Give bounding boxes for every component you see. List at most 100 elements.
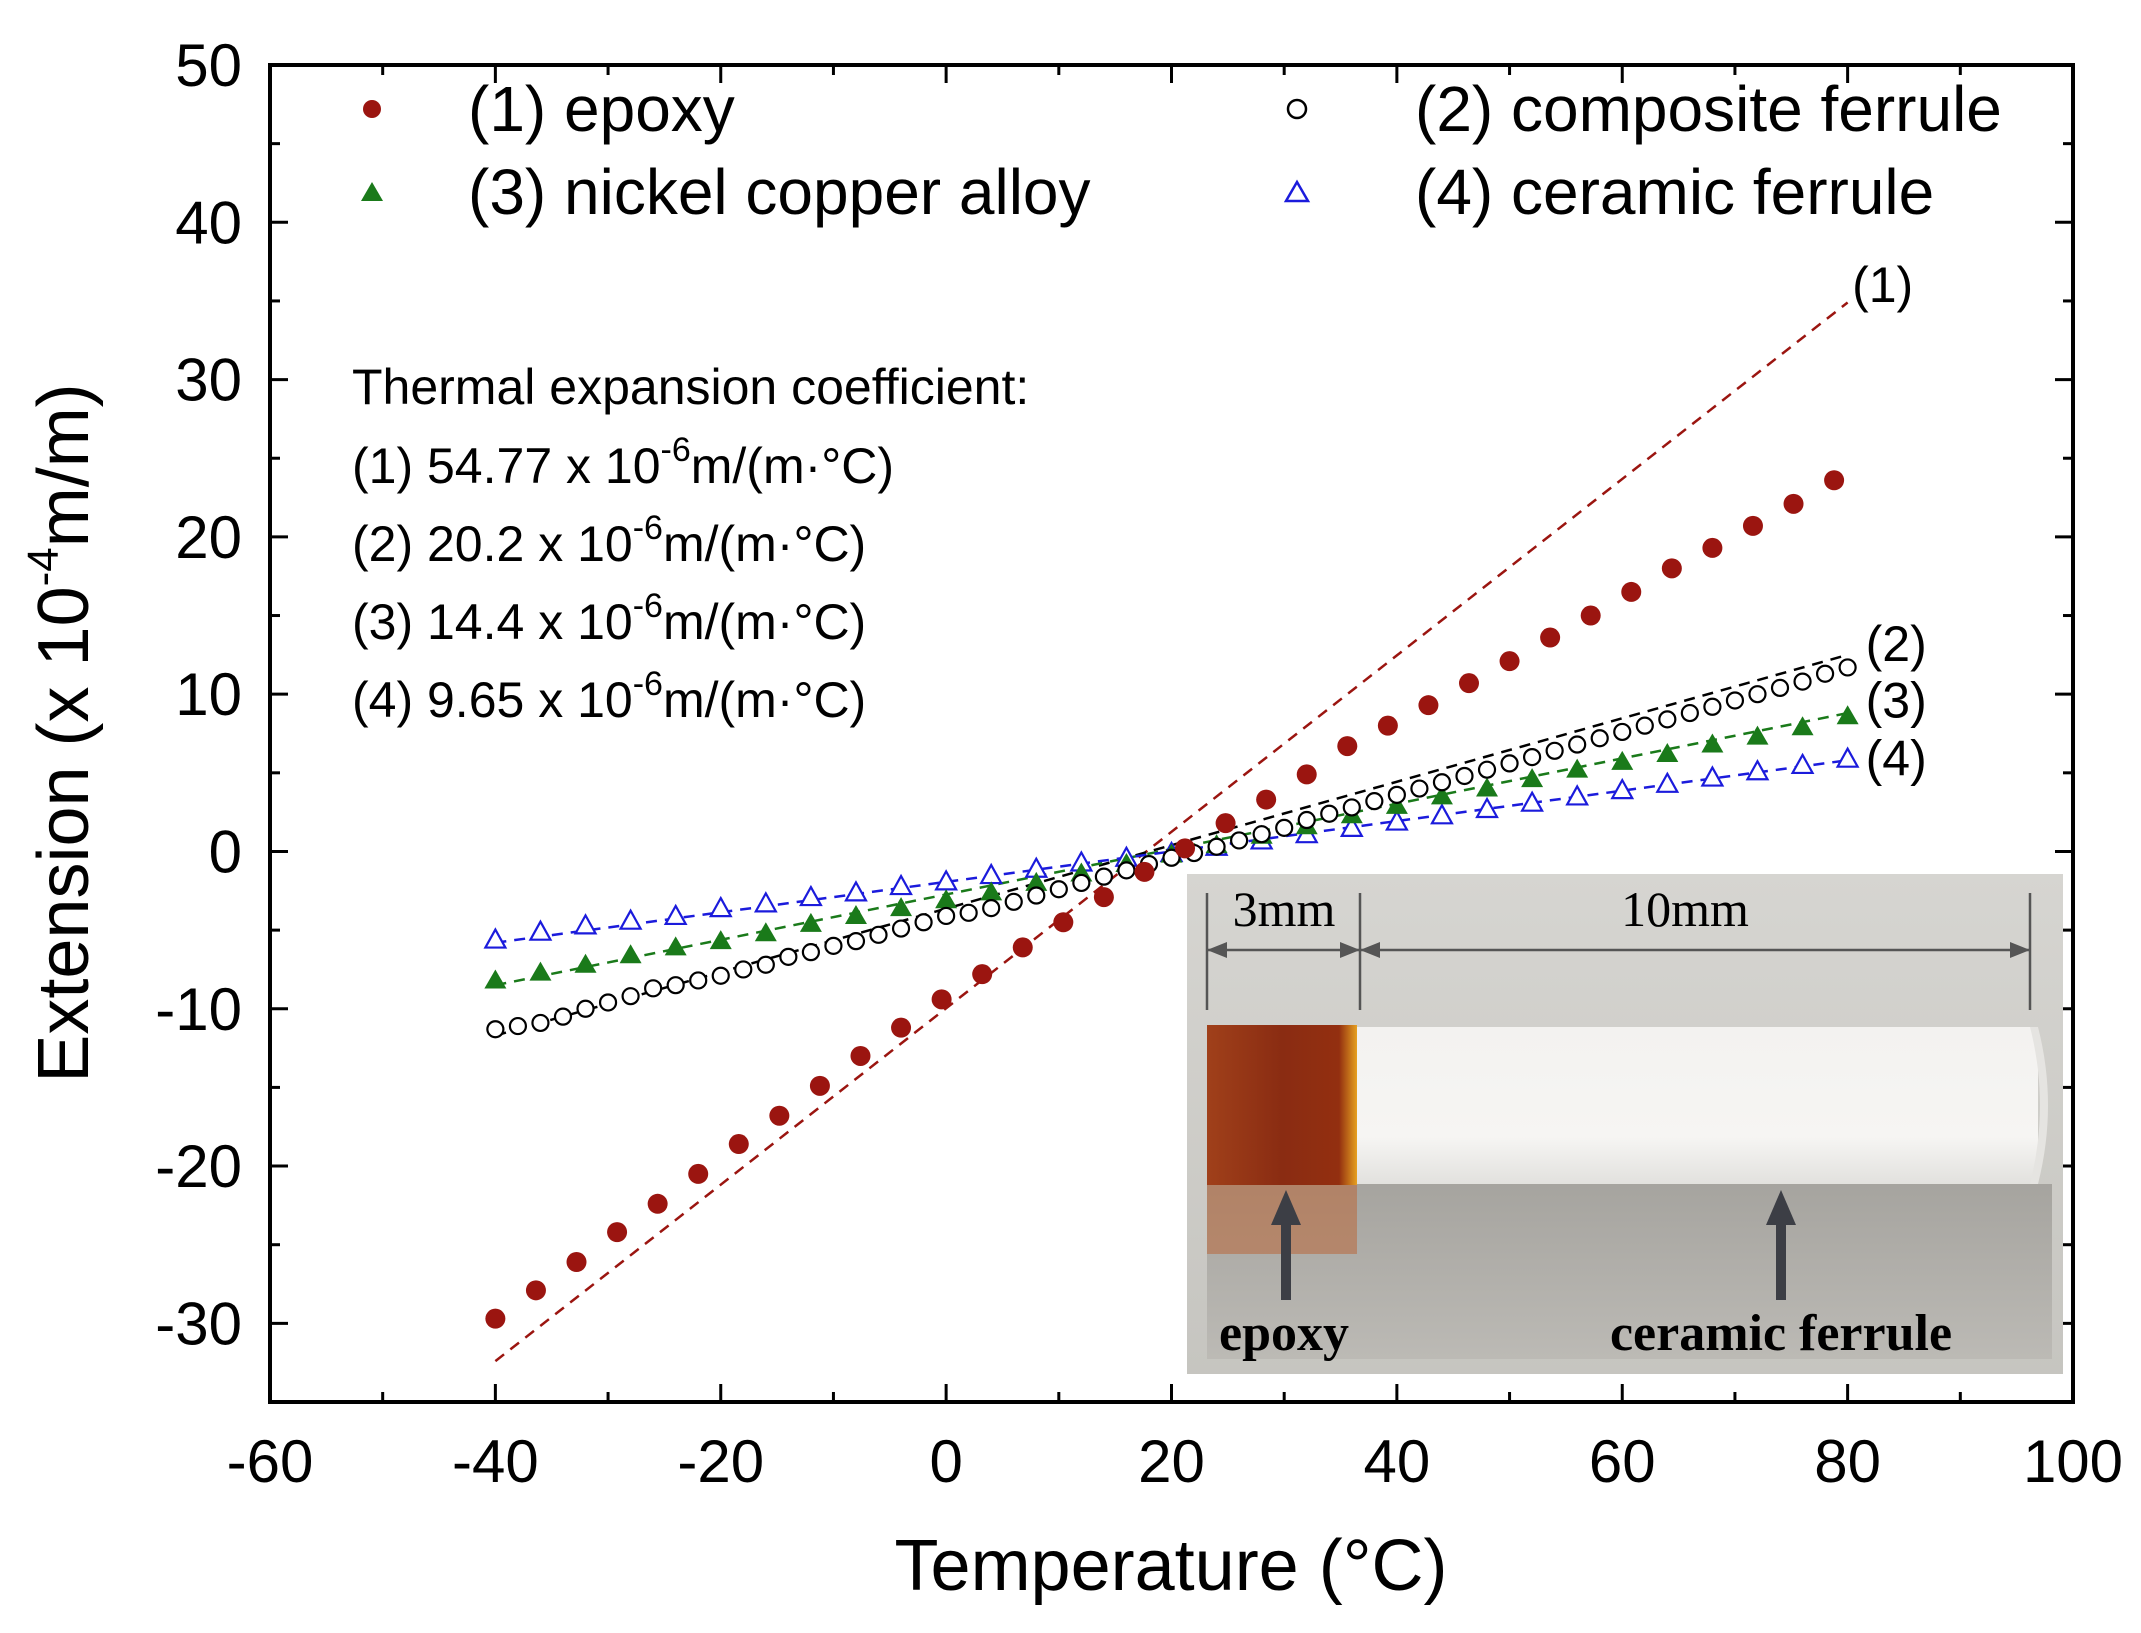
data-point-series-3 (1430, 785, 1453, 805)
y-axis-title-unit: m/m) (24, 383, 104, 547)
data-point-series-2 (1680, 703, 1699, 723)
data-point-series-3 (890, 897, 913, 917)
y-tick-label: -20 (155, 1133, 242, 1200)
data-point-series-2 (1545, 741, 1564, 760)
legend-marker-nickel-copper-alloy (361, 182, 383, 201)
data-point-series-3 (980, 881, 1003, 901)
data-point-series-1 (1621, 581, 1642, 602)
data-point-series-4 (1790, 752, 1815, 775)
dimension-arrowheads (1207, 942, 2030, 958)
x-tick-label: 60 (1589, 1428, 1656, 1495)
data-point-series-4 (889, 873, 913, 896)
data-point-series-1 (1093, 887, 1114, 908)
data-point-series-3 (484, 969, 507, 989)
data-point-series-2 (1770, 678, 1790, 697)
data-point-series-4 (844, 880, 868, 902)
data-point-series-2 (1658, 710, 1677, 729)
data-point-series-3 (1521, 768, 1544, 788)
ceramic-ferrule-body (1355, 1027, 2038, 1184)
series-end-labels: (1) (2)(3)(4) (1852, 257, 1927, 786)
data-point-series-1 (769, 1105, 790, 1126)
data-point-series-4 (979, 862, 1004, 885)
data-point-series-3 (935, 889, 958, 909)
data-point-series-1 (485, 1308, 506, 1329)
data-point-series-3 (1746, 725, 1769, 745)
data-point-series-2 (1027, 886, 1046, 905)
data-point-series-1 (1134, 861, 1155, 882)
data-point-series-4 (1700, 765, 1725, 787)
fit-line-series-1 (494, 301, 1849, 1363)
data-point-series-2 (1793, 672, 1812, 691)
coefficient-annotation: Thermal expansion coefficient: (1) 54.77… (352, 359, 1029, 728)
y-axis-title-exponent: -4 (19, 547, 68, 586)
data-point-series-4 (1565, 784, 1590, 806)
x-tick-label: 100 (2023, 1428, 2123, 1495)
data-point-series-2 (576, 999, 595, 1018)
x-tick-label: -60 (227, 1428, 314, 1495)
data-point-series-1 (850, 1045, 871, 1066)
data-point-series-4 (663, 903, 688, 926)
data-point-series-4 (573, 913, 598, 935)
data-point-series-2 (531, 1013, 550, 1033)
legend-marker-composite-ferrule (1286, 98, 1308, 120)
data-point-series-4 (753, 891, 778, 913)
data-point-series-3 (1566, 758, 1589, 778)
data-point-series-1 (1742, 515, 1763, 536)
data-point-series-3 (799, 912, 822, 932)
data-point-series-2 (1342, 798, 1361, 817)
y-tick-label: -30 (155, 1290, 242, 1357)
data-point-series-1 (972, 964, 993, 985)
data-point-series-2 (598, 993, 618, 1012)
data-point-series-2 (711, 966, 730, 985)
data-point-series-1 (1540, 627, 1561, 648)
data-point-series-1 (1499, 651, 1520, 672)
data-point-series-2 (869, 925, 888, 944)
legend-label-epoxy: (1) epoxy (468, 73, 735, 145)
data-point-series-1 (1824, 470, 1845, 491)
data-point-series-3 (1476, 777, 1499, 797)
data-point-series-2 (508, 1016, 528, 1036)
x-tick-label: 20 (1138, 1428, 1205, 1495)
data-point-series-2 (891, 919, 911, 938)
coefficient-row-2: (2) 20.2 x 10-6m/(m·°C) (352, 509, 866, 572)
data-point-series-1 (1012, 937, 1033, 958)
data-point-series-2 (1838, 658, 1857, 677)
end-label-series-2: (2) (1866, 616, 1927, 672)
data-point-series-3 (574, 953, 597, 973)
data-point-series-2 (937, 906, 956, 926)
data-point-series-2 (914, 913, 933, 932)
data-point-series-2 (1500, 754, 1519, 773)
data-point-series-3 (1025, 871, 1048, 891)
data-point-series-4 (799, 884, 823, 907)
data-point-series-2 (756, 955, 775, 974)
data-point-series-2 (846, 932, 866, 951)
data-point-series-3 (754, 922, 777, 942)
data-point-series-3 (709, 930, 732, 950)
data-point-series-1 (1256, 789, 1277, 810)
data-point-series-2 (959, 903, 978, 922)
data-point-series-4 (483, 927, 508, 949)
data-point-series-4 (1339, 815, 1364, 837)
data-point-series-2 (801, 943, 821, 962)
data-point-series-1 (566, 1252, 587, 1273)
data-point-series-2 (1365, 792, 1384, 811)
data-point-series-4 (1610, 777, 1635, 800)
y-tick-label: 20 (175, 504, 242, 571)
coefficient-row-4: (4) 9.65 x 10-6m/(m·°C) (352, 665, 866, 728)
data-point-series-2 (689, 971, 708, 990)
y-tick-label: 50 (175, 32, 242, 99)
data-point-series-3 (1611, 750, 1634, 770)
y-tick-label: 30 (175, 347, 242, 414)
data-point-series-2 (553, 1007, 573, 1026)
data-point-series-1 (1175, 838, 1196, 859)
data-point-series-4 (1745, 758, 1770, 781)
x-tick-label: 40 (1364, 1428, 1431, 1495)
data-point-series-2 (1275, 818, 1294, 837)
data-point-series-1 (891, 1017, 912, 1038)
y-axis-title-main: Extension (x 10 (24, 586, 104, 1082)
data-point-series-2 (1252, 825, 1271, 844)
end-label-series-3: (3) (1866, 672, 1927, 728)
data-point-series-3 (619, 944, 642, 964)
data-point-series-1 (525, 1280, 546, 1301)
